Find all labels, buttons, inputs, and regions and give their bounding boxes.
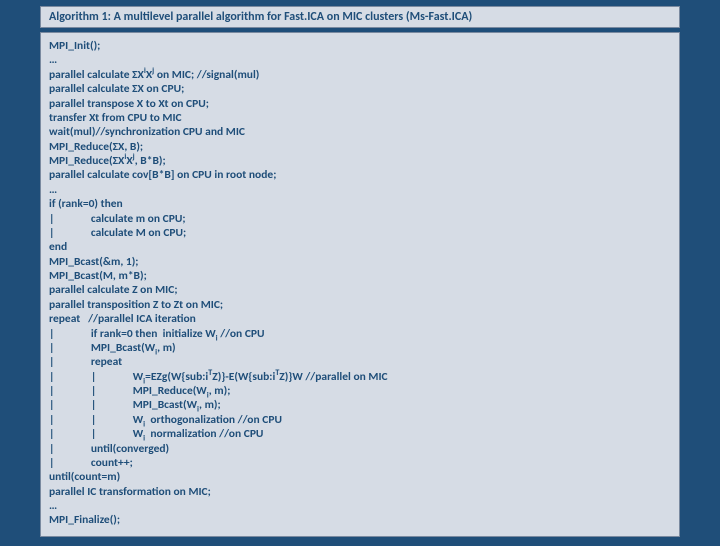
code-line: | calculate m on CPU; — [49, 212, 671, 226]
algorithm-code-block: MPI_Init();…parallel calculate ΣXiXj on … — [40, 32, 680, 537]
code-line: parallel calculate Z on MIC; — [49, 283, 671, 297]
code-line: end — [49, 240, 671, 254]
code-line: | if rank=0 then initialize Wi //on CPU — [49, 327, 671, 341]
code-line: parallel transpose X to Xt on CPU; — [49, 97, 671, 111]
code-line: MPI_Reduce(ΣX, B); — [49, 140, 671, 154]
code-line: … — [49, 183, 671, 197]
code-line: transfer Xt from CPU to MIC — [49, 111, 671, 125]
code-line: MPI_Finalize(); — [49, 513, 671, 527]
code-line: wait(mul)//synchronization CPU and MIC — [49, 125, 671, 139]
algorithm-title: Algorithm 1: A multilevel parallel algor… — [40, 6, 680, 28]
code-line: | MPI_Bcast(Wi, m) — [49, 341, 671, 355]
code-line: | | Wi=EZg(W{sub:iTZ)}-E(W{sub:iTZ)}W //… — [49, 370, 671, 384]
code-line: MPI_Bcast(&m, 1); — [49, 255, 671, 269]
code-line: | until(converged) — [49, 442, 671, 456]
code-line: MPI_Bcast(M, m*B); — [49, 269, 671, 283]
code-line: if (rank=0) then — [49, 197, 671, 211]
code-line: parallel transposition Z to Zt on MIC; — [49, 298, 671, 312]
algorithm-container: Algorithm 1: A multilevel parallel algor… — [40, 6, 680, 537]
code-line: parallel calculate ΣXiXj on MIC; //signa… — [49, 68, 671, 82]
code-line: … — [49, 499, 671, 513]
code-line: MPI_Init(); — [49, 39, 671, 53]
code-line: parallel IC transformation on MIC; — [49, 485, 671, 499]
code-line: | | MPI_Bcast(Wi, m); — [49, 398, 671, 412]
code-line: | | Wi orthogonalization //on CPU — [49, 413, 671, 427]
code-line: | repeat — [49, 355, 671, 369]
code-line: parallel calculate cov[B*B] on CPU in ro… — [49, 168, 671, 182]
code-line: | | MPI_Reduce(Wi, m); — [49, 384, 671, 398]
code-line: parallel calculate ΣX on CPU; — [49, 82, 671, 96]
code-line: … — [49, 53, 671, 67]
code-line: repeat //parallel ICA iteration — [49, 312, 671, 326]
code-line: | calculate M on CPU; — [49, 226, 671, 240]
code-line: until(count=m) — [49, 470, 671, 484]
code-line: MPI_Reduce(ΣXiXj, B*B); — [49, 154, 671, 168]
code-line: | | Wi normalization //on CPU — [49, 427, 671, 441]
code-line: | count++; — [49, 456, 671, 470]
